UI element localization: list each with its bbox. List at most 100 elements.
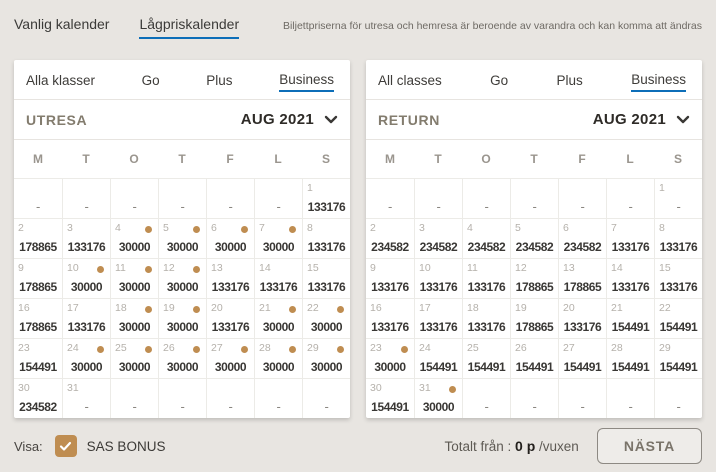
day-cell[interactable]: 26 154491 [510, 338, 558, 378]
day-cell[interactable]: 29 30000 [302, 338, 350, 378]
day-cell[interactable]: 11 133176 [462, 258, 510, 298]
day-cell[interactable]: 6 234582 [558, 218, 606, 258]
day-cell[interactable]: 15 133176 [302, 258, 350, 298]
day-number: 31 [419, 382, 431, 394]
class-tab-alla-klasser[interactable]: Alla klasser [26, 72, 96, 88]
day-cell[interactable]: 28 30000 [254, 338, 302, 378]
day-cell[interactable]: 26 30000 [158, 338, 206, 378]
day-number: 30 [370, 382, 382, 394]
price: 154491 [659, 360, 698, 374]
day-cell[interactable]: 25 30000 [110, 338, 158, 378]
day-cell[interactable]: 1 133176 [302, 178, 350, 218]
day-cell[interactable]: 10 133176 [414, 258, 462, 298]
day-cell[interactable]: 30 154491 [366, 378, 414, 418]
day-cell[interactable]: 18 30000 [110, 298, 158, 338]
day-cell[interactable]: 11 30000 [110, 258, 158, 298]
day-cell[interactable]: 25 154491 [462, 338, 510, 378]
day-cell[interactable]: 17 133176 [414, 298, 462, 338]
next-button[interactable]: NÄSTA [596, 428, 702, 464]
price: 133176 [307, 200, 346, 214]
day-number: 24 [67, 342, 79, 354]
day-cell[interactable]: 5 234582 [510, 218, 558, 258]
day-cell[interactable]: 24 30000 [62, 338, 110, 378]
day-cell[interactable]: 14 133176 [254, 258, 302, 298]
day-cell[interactable]: 28 154491 [606, 338, 654, 378]
day-cell[interactable]: 4 30000 [110, 218, 158, 258]
class-tab-go[interactable]: Go [141, 72, 160, 88]
day-cell[interactable]: 31 30000 [414, 378, 462, 418]
month-selector[interactable]: AUG 2021 [241, 111, 338, 128]
day-cell[interactable]: 21 30000 [254, 298, 302, 338]
price: - [532, 199, 537, 214]
day-cell[interactable]: 22 30000 [302, 298, 350, 338]
day-number: 21 [259, 302, 271, 314]
day-cell[interactable]: 27 30000 [206, 338, 254, 378]
day-cell[interactable]: 9 133176 [366, 258, 414, 298]
day-cell: - [206, 378, 254, 418]
day-cell[interactable]: 20 133176 [558, 298, 606, 338]
day-cell[interactable]: 23 30000 [366, 338, 414, 378]
day-cell[interactable]: 2 234582 [366, 218, 414, 258]
day-cell[interactable]: 9 178865 [14, 258, 62, 298]
tab-lagpriskalender[interactable]: Lågpriskalender [139, 16, 240, 39]
day-cell[interactable]: 18 133176 [462, 298, 510, 338]
month-selector[interactable]: AUG 2021 [593, 111, 690, 128]
day-cell: - [206, 178, 254, 218]
day-cell[interactable]: 20 133176 [206, 298, 254, 338]
price: - [132, 199, 137, 214]
bonus-dot-icon [97, 266, 104, 273]
day-cell[interactable]: 19 30000 [158, 298, 206, 338]
day-number: 23 [18, 342, 30, 354]
day-cell[interactable]: 13 178865 [558, 258, 606, 298]
day-cell[interactable]: 4 234582 [462, 218, 510, 258]
day-cell[interactable]: 23 154491 [14, 338, 62, 378]
day-cell[interactable]: 16 178865 [14, 298, 62, 338]
day-cell[interactable]: 17 133176 [62, 298, 110, 338]
day-cell[interactable]: 3 234582 [414, 218, 462, 258]
day-cell[interactable]: 7 133176 [606, 218, 654, 258]
day-cell[interactable]: 19 178865 [510, 298, 558, 338]
day-cell[interactable]: 22 154491 [654, 298, 702, 338]
day-cell: - [510, 378, 558, 418]
class-tab-business[interactable]: Business [631, 68, 686, 92]
day-cell[interactable]: 7 30000 [254, 218, 302, 258]
day-number: 11 [115, 262, 126, 274]
day-cell[interactable]: 2 178865 [14, 218, 62, 258]
class-tab-go[interactable]: Go [490, 72, 509, 88]
day-cell[interactable]: 24 154491 [414, 338, 462, 378]
direction-label: UTRESA [26, 111, 88, 128]
day-cell[interactable]: 15 133176 [654, 258, 702, 298]
weekday-label: S [321, 152, 330, 166]
day-cell[interactable]: 29 154491 [654, 338, 702, 378]
sas-bonus-checkbox[interactable] [54, 435, 77, 457]
day-cell[interactable]: 13 133176 [206, 258, 254, 298]
class-tab-business[interactable]: Business [279, 68, 334, 92]
day-cell: - [654, 378, 702, 418]
day-number: 8 [307, 222, 313, 234]
class-tab-plus[interactable]: Plus [206, 72, 233, 88]
total-label: Totalt från : [444, 439, 512, 454]
price: 133176 [419, 320, 458, 334]
day-cell[interactable]: 30 234582 [14, 378, 62, 418]
day-number: 11 [467, 262, 478, 274]
day-cell[interactable]: 21 154491 [606, 298, 654, 338]
day-number: 15 [659, 262, 671, 274]
tab-vanlig-kalender[interactable]: Vanlig kalender [14, 16, 110, 32]
day-cell[interactable]: 27 154491 [558, 338, 606, 378]
day-cell[interactable]: 12 178865 [510, 258, 558, 298]
day-cell[interactable]: 10 30000 [62, 258, 110, 298]
day-cell[interactable]: 6 30000 [206, 218, 254, 258]
day-cell[interactable]: 16 133176 [366, 298, 414, 338]
class-tab-plus[interactable]: Plus [556, 72, 583, 88]
day-cell[interactable]: 14 133176 [606, 258, 654, 298]
day-cell[interactable]: 12 30000 [158, 258, 206, 298]
day-cell[interactable]: 3 133176 [62, 218, 110, 258]
day-cell[interactable]: 5 30000 [158, 218, 206, 258]
class-tab-all-classes[interactable]: All classes [378, 72, 442, 88]
price: 178865 [515, 320, 554, 334]
day-number: 19 [163, 302, 175, 314]
weekday-label: M [33, 152, 43, 166]
day-cell[interactable]: 8 133176 [302, 218, 350, 258]
day-cell[interactable]: 8 133176 [654, 218, 702, 258]
price: - [676, 399, 681, 414]
